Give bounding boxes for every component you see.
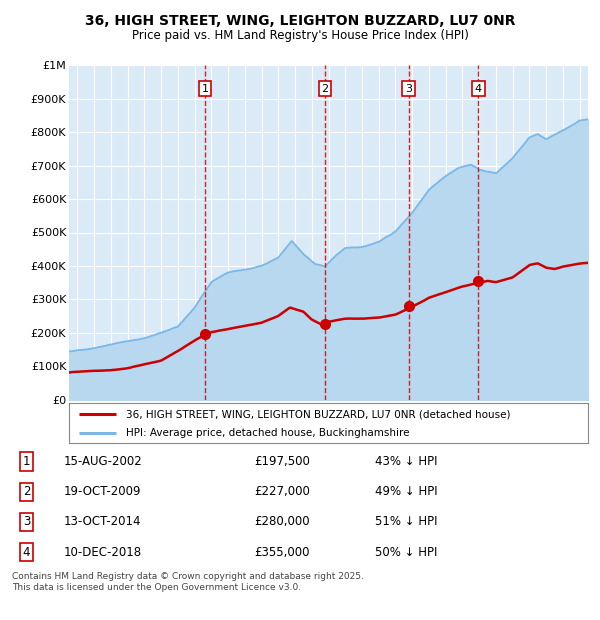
Text: HPI: Average price, detached house, Buckinghamshire: HPI: Average price, detached house, Buck… [126,428,410,438]
Text: Price paid vs. HM Land Registry's House Price Index (HPI): Price paid vs. HM Land Registry's House … [131,29,469,42]
Text: 50% ↓ HPI: 50% ↓ HPI [375,546,437,559]
Text: 19-OCT-2009: 19-OCT-2009 [64,485,142,498]
Text: £355,000: £355,000 [254,546,310,559]
Text: 1: 1 [23,455,30,468]
Text: 2: 2 [322,84,329,94]
Text: £227,000: £227,000 [254,485,310,498]
Text: 3: 3 [405,84,412,94]
Text: 49% ↓ HPI: 49% ↓ HPI [375,485,437,498]
Text: 2: 2 [23,485,30,498]
Text: 4: 4 [475,84,482,94]
Text: 10-DEC-2018: 10-DEC-2018 [64,546,142,559]
Text: 36, HIGH STREET, WING, LEIGHTON BUZZARD, LU7 0NR: 36, HIGH STREET, WING, LEIGHTON BUZZARD,… [85,14,515,28]
Text: 51% ↓ HPI: 51% ↓ HPI [375,515,437,528]
Text: £197,500: £197,500 [254,455,310,468]
Text: Contains HM Land Registry data © Crown copyright and database right 2025.
This d: Contains HM Land Registry data © Crown c… [12,572,364,593]
Text: 1: 1 [202,84,208,94]
Text: 4: 4 [23,546,30,559]
Text: 3: 3 [23,515,30,528]
Text: 36, HIGH STREET, WING, LEIGHTON BUZZARD, LU7 0NR (detached house): 36, HIGH STREET, WING, LEIGHTON BUZZARD,… [126,409,511,419]
Text: 15-AUG-2002: 15-AUG-2002 [64,455,143,468]
Text: £280,000: £280,000 [254,515,310,528]
Text: 43% ↓ HPI: 43% ↓ HPI [375,455,437,468]
Text: 13-OCT-2014: 13-OCT-2014 [64,515,142,528]
